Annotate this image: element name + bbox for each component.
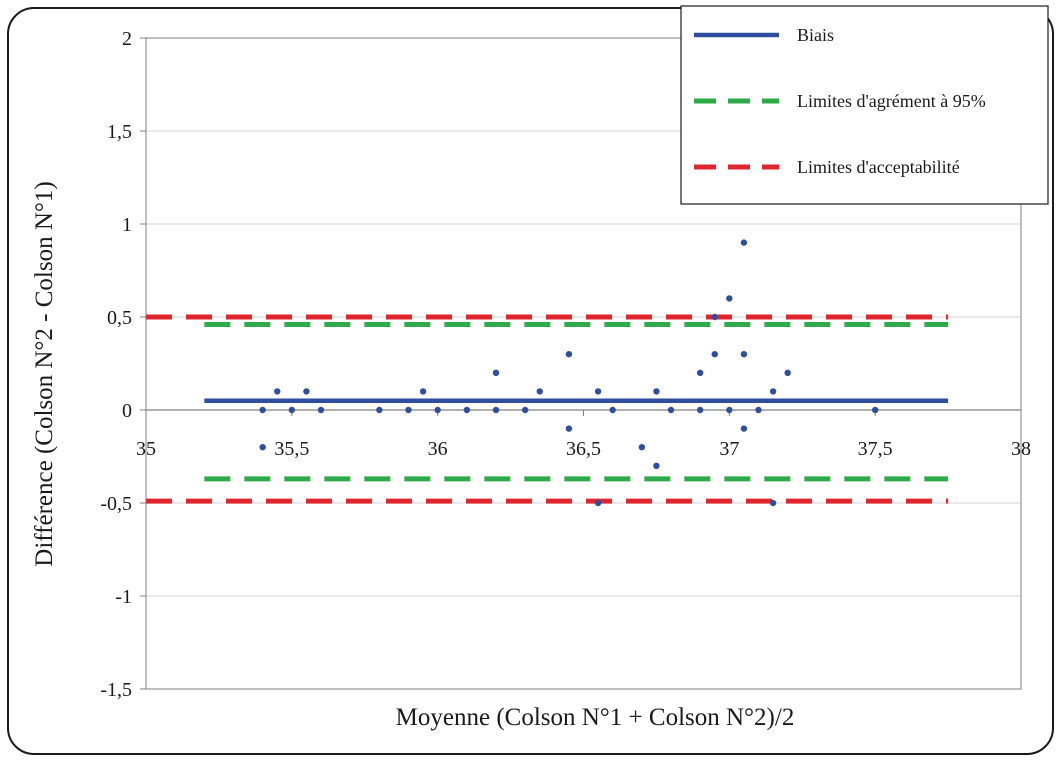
data-points — [259, 239, 879, 507]
data-point-31 — [740, 351, 748, 358]
data-point-18 — [594, 499, 602, 507]
x-tick-label-5: 37,5 — [858, 438, 893, 460]
data-point-14 — [536, 388, 543, 395]
tick-labels: 2 1,5 1 0,5 0 -0,5 -1 -1,5 35 35,5 36 36,5 37 37,5 38 — [100, 28, 1031, 701]
y-axis-title: Différence (Colson N°2 - Colson N°1) — [31, 181, 58, 566]
data-point-1 — [259, 444, 266, 451]
data-point-28 — [726, 295, 733, 302]
plot-area — [145, 37, 1022, 690]
legend-label-1: Limites d'agrément à 95% — [797, 91, 986, 111]
data-point-6 — [376, 406, 383, 414]
data-point-36 — [784, 369, 791, 376]
y-tick-label-2: 1 — [122, 214, 132, 236]
y-tick-label-3: 0,5 — [107, 307, 132, 329]
data-point-37 — [871, 406, 879, 414]
data-point-3 — [288, 406, 296, 414]
data-point-21 — [653, 388, 660, 395]
legend: Biais Limites d'agrément à 95% Limites d'a… — [680, 5, 1049, 205]
data-point-33 — [755, 406, 762, 414]
x-tick-label-0: 35 — [136, 438, 156, 460]
x-tick-label-1: 35,5 — [274, 438, 309, 460]
y-tick-label-4: 0 — [122, 400, 132, 422]
x-tick-label-4: 37 — [719, 438, 739, 460]
data-point-8 — [419, 388, 427, 395]
y-tick-label-5: -0,5 — [100, 493, 132, 515]
data-point-30 — [740, 239, 748, 246]
legend-box — [680, 5, 1049, 205]
data-point-4 — [303, 388, 310, 395]
y-tick-label-6: -1 — [115, 586, 132, 608]
data-point-29 — [726, 406, 733, 414]
data-point-34 — [769, 388, 777, 395]
data-point-20 — [638, 444, 646, 451]
data-point-7 — [405, 406, 412, 414]
data-point-26 — [711, 351, 718, 358]
x-axis-title: Moyenne (Colson N°1 + Colson N°2)/2 — [396, 704, 795, 731]
data-point-5 — [317, 406, 325, 414]
data-point-13 — [521, 406, 529, 414]
data-point-11 — [492, 369, 500, 376]
data-point-22 — [653, 462, 660, 469]
data-point-16 — [565, 425, 573, 432]
data-point-12 — [492, 406, 500, 414]
reference-lines — [146, 314, 949, 504]
y-tick-label-1: 1,5 — [107, 121, 132, 143]
data-point-25 — [696, 406, 704, 414]
x-tick-label-6: 38 — [1011, 438, 1031, 460]
x-tick-label-2: 36 — [428, 438, 448, 460]
legend-label-0: Biais — [797, 25, 834, 45]
data-point-10 — [463, 406, 471, 414]
data-point-35 — [769, 499, 777, 507]
data-point-32 — [740, 425, 748, 432]
y-tick-label-7: -1,5 — [100, 679, 132, 701]
data-point-19 — [609, 406, 616, 414]
legend-label-2: Limites d'acceptabilité — [797, 157, 960, 177]
data-point-24 — [696, 369, 704, 376]
data-point-9 — [434, 406, 441, 414]
data-point-15 — [565, 351, 573, 358]
data-point-2 — [274, 388, 281, 395]
data-point-0 — [259, 406, 266, 414]
data-point-23 — [667, 406, 675, 414]
x-tick-label-3: 36,5 — [566, 438, 601, 460]
y-tick-label-0: 2 — [122, 28, 132, 50]
data-point-27 — [711, 313, 718, 321]
data-point-17 — [594, 388, 602, 395]
